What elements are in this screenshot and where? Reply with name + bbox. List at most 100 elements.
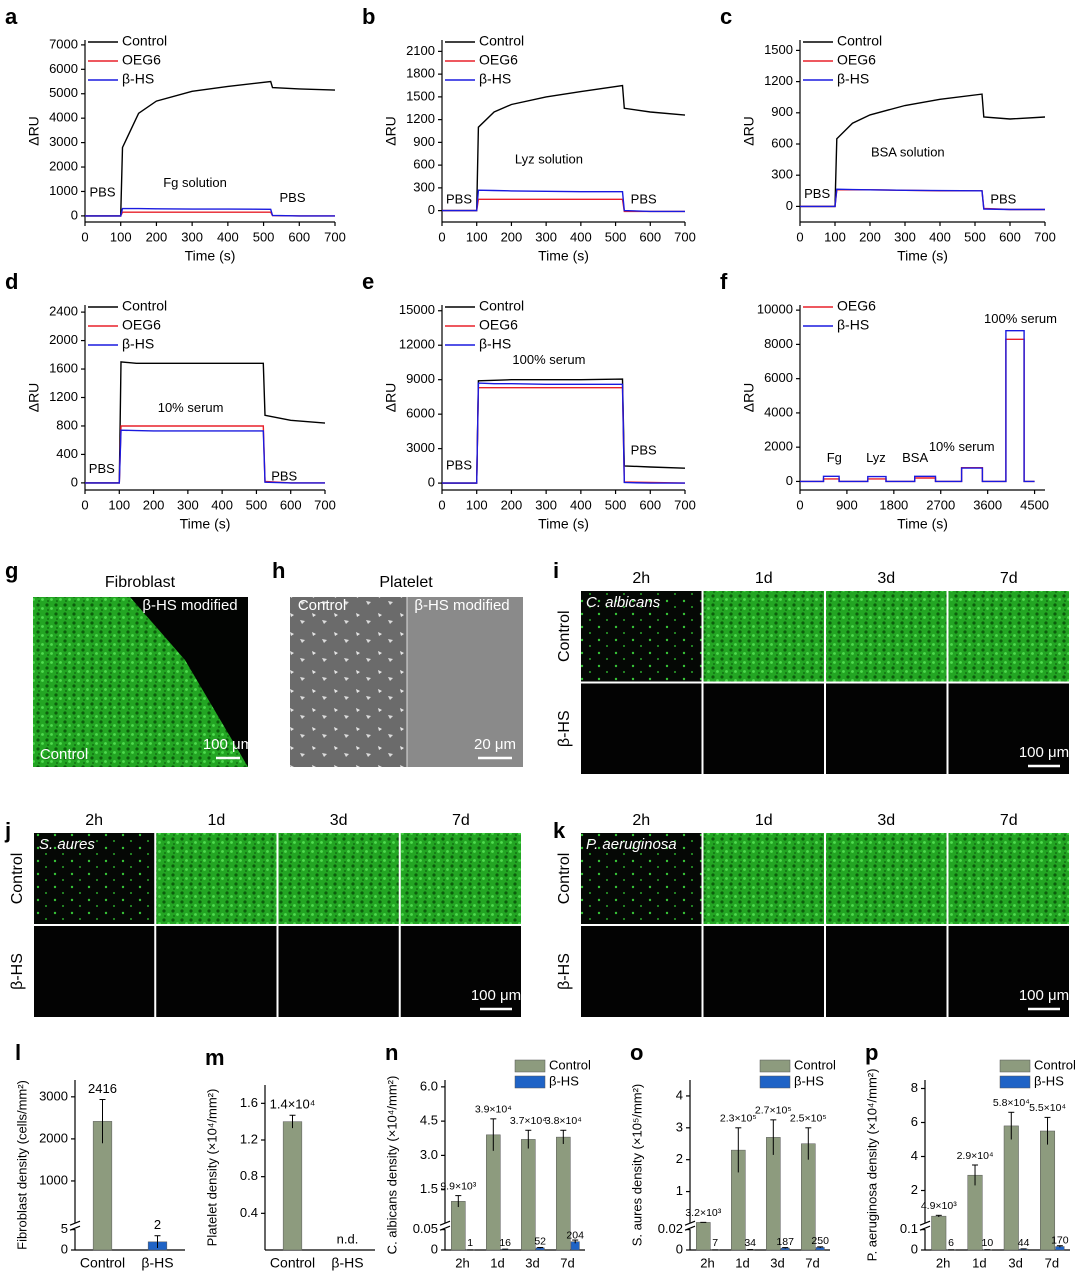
y-tick-label: 0 <box>428 202 435 217</box>
x-tick-label: β-HS <box>331 1255 363 1271</box>
value-label: 5.8×10⁴ <box>993 1097 1030 1109</box>
y-tick-label: 2000 <box>39 1130 68 1145</box>
y-tick-label: 5 <box>61 1221 68 1236</box>
series-line <box>800 330 1035 483</box>
panel-label: k <box>553 818 566 843</box>
y-tick-label: 0.4 <box>240 1205 258 1220</box>
value-label: 3.9×10⁴ <box>475 1104 512 1116</box>
x-tick-label: 200 <box>859 229 881 244</box>
column-label: 1d <box>207 812 225 829</box>
y-tick-label: 1600 <box>49 360 78 375</box>
x-tick-label: 7d <box>1045 1255 1059 1270</box>
series-line <box>85 80 336 217</box>
value-label: 3.2×10³ <box>685 1207 721 1219</box>
legend-label: β-HS <box>794 1073 824 1088</box>
annotation: Fg solution <box>163 175 227 190</box>
column-label: 7d <box>452 812 470 829</box>
y-tick-label: 7000 <box>49 36 78 51</box>
legend-label: Control <box>549 1057 591 1072</box>
y-tick-label: 1500 <box>406 88 435 103</box>
y-tick-label: 1.6 <box>240 1095 258 1110</box>
value-label: n.d. <box>337 1231 359 1246</box>
y-tick-label: 0 <box>786 473 793 488</box>
series-line <box>85 429 325 484</box>
y-tick-label: 6.0 <box>420 1078 438 1093</box>
bar <box>1040 1130 1056 1251</box>
micrograph <box>156 833 277 924</box>
annotation: 100% serum <box>984 311 1057 326</box>
panel-label: p <box>865 1040 878 1065</box>
annotation: Lyz solution <box>515 152 583 167</box>
x-tick-label: 300 <box>894 229 916 244</box>
axis-break-gap <box>686 1223 694 1230</box>
micrograph <box>703 833 824 924</box>
y-tick-label: 0 <box>786 198 793 213</box>
y-tick-label: 3000 <box>39 1088 68 1103</box>
axis-break <box>439 1220 451 1226</box>
y-tick-label: 4 <box>911 1148 918 1163</box>
x-tick-label: 0 <box>81 229 88 244</box>
x-tick-label: 400 <box>211 497 233 512</box>
value-label: 7 <box>712 1237 718 1249</box>
micrograph <box>581 833 702 924</box>
value-label: 2 <box>154 1217 161 1232</box>
y-tick-label: 4 <box>676 1087 683 1102</box>
micrograph <box>407 597 523 767</box>
value-label: 1 <box>467 1237 473 1249</box>
micrograph <box>156 926 277 1017</box>
panel-label: j <box>4 818 11 843</box>
legend-swatch <box>999 1075 1031 1089</box>
column-label: 7d <box>1000 570 1018 587</box>
panel-label: a <box>5 4 18 29</box>
row-label: Control <box>556 610 573 662</box>
x-axis-label: Time (s) <box>538 516 589 532</box>
y-tick-label: 0.05 <box>413 1221 438 1236</box>
legend-label: Control <box>479 298 524 314</box>
micrograph <box>703 926 824 1017</box>
x-tick-label: 0 <box>438 497 445 512</box>
scale-bar-label: 100 μm <box>471 987 521 1004</box>
panel-label: e <box>362 269 374 294</box>
x-tick-label: 500 <box>253 229 275 244</box>
series-line <box>800 93 1046 208</box>
value-label: 16 <box>499 1237 511 1249</box>
y-tick-label: 9000 <box>406 371 435 386</box>
panel-label: c <box>720 4 732 29</box>
value-label: 204 <box>566 1229 584 1241</box>
annotation: Fg <box>827 450 842 465</box>
column-label: 2h <box>85 812 103 829</box>
y-tick-label: 0 <box>911 1241 918 1256</box>
x-tick-label: 2h <box>455 1255 469 1270</box>
x-tick-label: 3d <box>770 1255 784 1270</box>
micrograph <box>703 591 824 682</box>
row-label: Control <box>9 853 26 905</box>
value-label: 44 <box>1018 1237 1030 1249</box>
x-tick-label: 200 <box>146 229 168 244</box>
y-tick-label: 4000 <box>764 404 793 419</box>
value-label: 3.8×10⁴ <box>545 1115 582 1127</box>
y-axis-label: P. aeruginosa density (×10⁴/mm²) <box>864 1069 879 1262</box>
value-label: 2.3×10⁵ <box>720 1113 757 1125</box>
y-tick-label: 0 <box>71 474 78 489</box>
y-axis-label: ΔRU <box>383 116 399 146</box>
x-tick-label: 700 <box>324 229 346 244</box>
organism-label: C. albicans <box>586 594 661 611</box>
x-tick-label: 100 <box>108 497 130 512</box>
y-tick-label: 2000 <box>49 332 78 347</box>
x-tick-label: 200 <box>501 497 523 512</box>
legend-label: Control <box>122 33 167 49</box>
column-label: 2h <box>632 812 650 829</box>
y-tick-label: 1.2 <box>240 1131 258 1146</box>
x-tick-label: 1d <box>490 1255 504 1270</box>
x-tick-label: 100 <box>110 229 132 244</box>
value-label: 4.9×10³ <box>921 1200 957 1212</box>
x-tick-label: 300 <box>535 229 557 244</box>
axis-break <box>684 1220 696 1226</box>
bar <box>451 1201 466 1251</box>
bar <box>282 1121 303 1251</box>
legend-label: OEG6 <box>837 298 876 314</box>
micrograph <box>826 591 947 682</box>
y-tick-label: 1000 <box>39 1172 68 1187</box>
bar <box>696 1222 711 1251</box>
y-axis-label: S. aures density (×10⁵/mm²) <box>629 1084 644 1247</box>
